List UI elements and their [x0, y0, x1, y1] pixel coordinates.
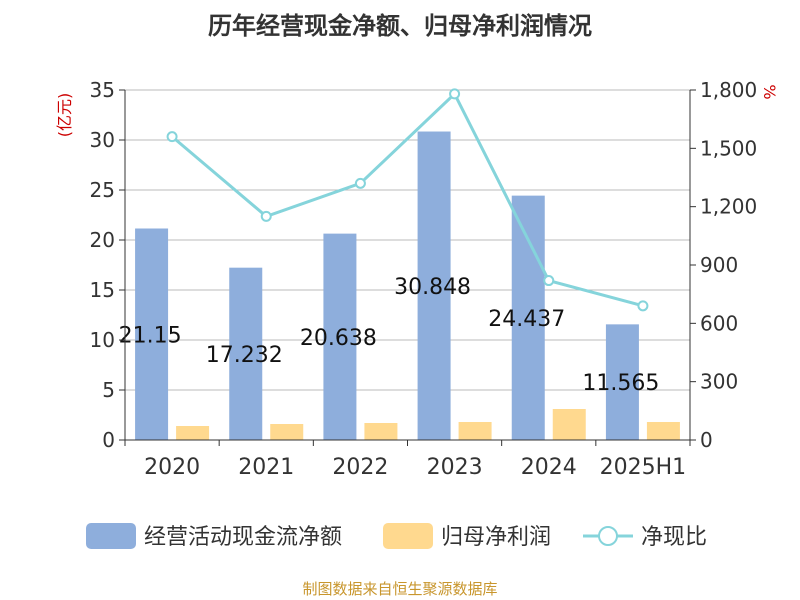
y-left-tick-label: 35: [90, 78, 115, 102]
data-labels: 21.15 17.232 20.638 30.848 24.437 11.565: [119, 275, 660, 396]
x-tick-label: 2022: [332, 455, 388, 480]
y-left-axis-label: (亿元): [55, 93, 74, 138]
ratio-point: [260, 210, 272, 222]
y-left-tick-label: 10: [90, 328, 115, 352]
y-left-tick-label: 25: [90, 178, 115, 202]
y-right-tick-label: 0: [700, 428, 713, 452]
legend: 经营活动现金流净额 归母净利润 净现比: [86, 523, 707, 550]
ratio-line-path: [171, 91, 644, 308]
legend-swatch-cash-flow: [86, 523, 136, 549]
legend-label-net-profit: 归母净利润: [441, 525, 551, 550]
x-tick-label: 2020: [144, 455, 200, 480]
cash-flow-bar: [323, 233, 357, 440]
y-left-tick-label: 20: [90, 228, 115, 252]
x-tick-label: 2024: [521, 455, 577, 480]
y-left-tick-label: 0: [102, 428, 115, 452]
y-right-tick-label: 300: [700, 370, 738, 394]
x-tick-label: 2025H1: [600, 455, 687, 480]
y-right-tick-label: 900: [700, 253, 738, 277]
net-profit-bar: [552, 409, 586, 440]
y-right-tick-label: 600: [700, 311, 738, 335]
cash-flow-bar: [135, 228, 169, 440]
y-right-tick-label: 1,500: [700, 136, 757, 160]
y-left-tick-label: 15: [90, 278, 115, 302]
cash-flow-data-label: 30.848: [394, 275, 471, 300]
x-tick-label: 2021: [238, 455, 294, 480]
y-left-tick-label: 30: [90, 128, 115, 152]
x-tick-label: 2023: [427, 455, 483, 480]
legend-swatch-net-profit: [383, 523, 433, 549]
source-note: 制图数据来自恒生聚源数据库: [302, 580, 498, 598]
net-profit-bar: [176, 426, 210, 440]
cash-flow-data-label: 20.638: [300, 326, 377, 351]
cash-flow-bar: [605, 324, 639, 440]
ratio-line: [166, 88, 649, 312]
y-right-tick-label: 1,200: [700, 195, 757, 219]
cash-flow-data-label: 17.232: [206, 343, 283, 368]
cash-flow-data-label: 21.15: [119, 323, 182, 348]
cash-flow-data-label: 11.565: [582, 371, 659, 396]
ratio-point: [354, 177, 366, 189]
y-right-tick-label: 1,800: [700, 78, 757, 102]
axes: 0 5 10 15 20 25 30 35 0 300 600 900 1,200 1,500 1,800 2…: [55, 78, 779, 480]
legend-label-ratio: 净现比: [641, 525, 707, 550]
bars: [135, 131, 680, 440]
cash-flow-data-label: 24.437: [488, 307, 565, 332]
ratio-point: [166, 131, 178, 143]
cash-flow-bar: [417, 131, 451, 440]
ratio-point: [449, 88, 461, 100]
net-profit-bar: [458, 422, 492, 440]
legend-swatch-ratio-point: [598, 526, 618, 546]
ratio-point: [543, 275, 555, 287]
net-profit-bar: [646, 422, 680, 440]
ratio-point: [637, 300, 649, 312]
y-left-tick-label: 5: [102, 378, 115, 402]
net-profit-bar: [270, 424, 304, 440]
cash-flow-bar: [511, 195, 545, 440]
net-profit-bar: [364, 423, 398, 440]
cash-flow-bar: [229, 267, 263, 440]
chart-title: 历年经营现金净额、归母净利润情况: [208, 12, 592, 40]
legend-label-cash-flow: 经营活动现金流净额: [144, 525, 342, 550]
y-right-axis-label: %: [760, 84, 779, 99]
